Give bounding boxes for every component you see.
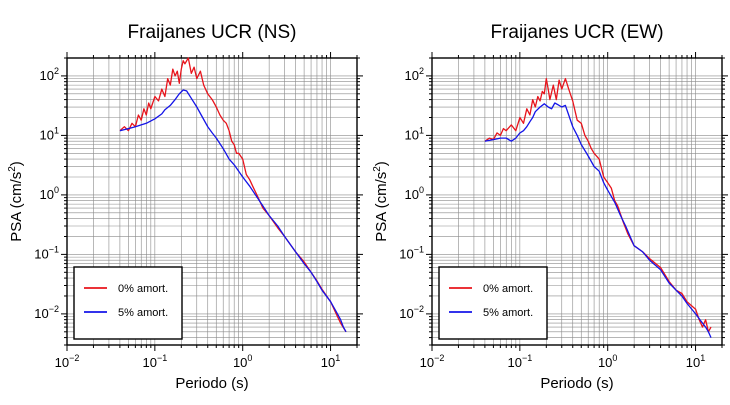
y-tick-exponent: −2 bbox=[414, 304, 424, 314]
y-tick-exponent: 0 bbox=[54, 185, 59, 195]
legend-box bbox=[73, 266, 183, 340]
y-tick-exponent: −1 bbox=[414, 244, 424, 254]
x-tick-exponent: 0 bbox=[247, 353, 252, 363]
x-tick-exponent: −2 bbox=[434, 353, 444, 363]
legend-label: 5% amort. bbox=[118, 307, 168, 319]
chart-title: Fraijanes UCR (NS) bbox=[128, 22, 297, 43]
legend-label: 5% amort. bbox=[483, 307, 533, 319]
x-axis-label: Periodo (s) bbox=[175, 375, 248, 392]
x-tick-exponent: −1 bbox=[522, 353, 532, 363]
legend-box bbox=[438, 266, 548, 340]
x-tick-exponent: 1 bbox=[700, 353, 705, 363]
x-tick-exponent: −1 bbox=[157, 353, 167, 363]
plot-frame bbox=[66, 57, 358, 346]
y-axis-label: PSA (cm/s2) bbox=[372, 161, 390, 242]
y-tick-exponent: −2 bbox=[49, 304, 59, 314]
ticks bbox=[61, 52, 363, 351]
legend-label: 0% amort. bbox=[483, 283, 533, 295]
chart-panel-1: 10−2 10−1 100 10110−210−1100101102Fraijanes… bbox=[7, 22, 363, 392]
series-line-damped bbox=[119, 89, 347, 333]
y-tick-exponent: 2 bbox=[419, 66, 424, 76]
x-tick-exponent: −2 bbox=[69, 353, 79, 363]
series-line-undamped bbox=[484, 77, 712, 333]
x-tick-exponent: 0 bbox=[612, 353, 617, 363]
ticks bbox=[426, 52, 728, 351]
y-axis-label-close: ) bbox=[373, 161, 390, 166]
y-tick-exponent: 2 bbox=[54, 66, 59, 76]
y-tick-exponent: 0 bbox=[419, 185, 424, 195]
series-line-damped bbox=[484, 102, 712, 338]
chart-title: Fraijanes UCR (EW) bbox=[490, 22, 663, 43]
y-tick-exponent: −1 bbox=[49, 244, 59, 254]
y-axis-label: PSA (cm/s2) bbox=[7, 161, 25, 242]
y-axis-label-close: ) bbox=[8, 161, 25, 166]
y-tick-exponent: 1 bbox=[419, 125, 424, 135]
legend: 0% amort. 5% amort. bbox=[73, 266, 183, 340]
series-line-undamped bbox=[119, 57, 347, 333]
x-axis-label: Periodo (s) bbox=[540, 375, 613, 392]
y-tick-exponent: 1 bbox=[54, 125, 59, 135]
x-tick-exponent: 1 bbox=[335, 353, 340, 363]
legend-label: 0% amort. bbox=[118, 283, 168, 295]
legend: 0% amort. 5% amort. bbox=[438, 266, 548, 340]
plot-frame bbox=[431, 57, 723, 346]
grid bbox=[432, 58, 722, 345]
chart-panel-2: 10−2 10−1 100 10110−210−1100101102Fraijanes… bbox=[372, 22, 728, 392]
y-axis-label-exponent: 2 bbox=[372, 166, 383, 172]
y-axis-label-exponent: 2 bbox=[7, 166, 18, 172]
